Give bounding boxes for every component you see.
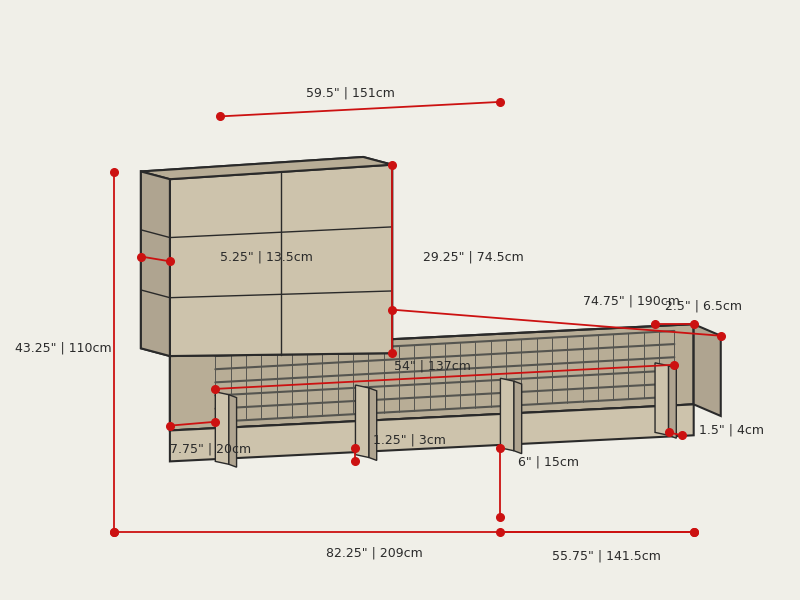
Polygon shape — [669, 366, 676, 438]
Polygon shape — [369, 388, 377, 460]
Polygon shape — [355, 385, 369, 458]
Polygon shape — [141, 157, 392, 179]
Text: 2.5" | 6.5cm: 2.5" | 6.5cm — [665, 299, 742, 313]
Text: 74.75" | 190cm: 74.75" | 190cm — [582, 295, 679, 308]
Polygon shape — [141, 157, 392, 179]
Polygon shape — [655, 363, 669, 435]
Polygon shape — [141, 172, 170, 356]
Text: 6" | 15cm: 6" | 15cm — [518, 456, 579, 469]
Text: 54" | 137cm: 54" | 137cm — [394, 359, 471, 373]
Text: 55.75" | 141.5cm: 55.75" | 141.5cm — [552, 550, 661, 562]
Polygon shape — [501, 378, 514, 451]
Text: 5.25" | 13.5cm: 5.25" | 13.5cm — [220, 250, 313, 263]
Polygon shape — [215, 392, 229, 464]
Polygon shape — [229, 395, 237, 467]
Polygon shape — [514, 381, 522, 454]
Text: 82.25" | 209cm: 82.25" | 209cm — [326, 547, 423, 559]
Text: 1.25" | 3cm: 1.25" | 3cm — [373, 434, 446, 447]
Text: 43.25" | 110cm: 43.25" | 110cm — [15, 342, 112, 355]
Text: 7.75" | 20cm: 7.75" | 20cm — [170, 442, 251, 455]
Polygon shape — [170, 324, 694, 430]
Polygon shape — [170, 165, 392, 356]
Text: 29.25" | 74.5cm: 29.25" | 74.5cm — [423, 250, 524, 263]
Polygon shape — [170, 404, 694, 461]
Polygon shape — [141, 172, 170, 356]
Polygon shape — [694, 324, 721, 416]
Text: 1.5" | 4cm: 1.5" | 4cm — [698, 424, 763, 437]
Text: 59.5" | 151cm: 59.5" | 151cm — [306, 87, 395, 100]
Polygon shape — [170, 165, 392, 356]
